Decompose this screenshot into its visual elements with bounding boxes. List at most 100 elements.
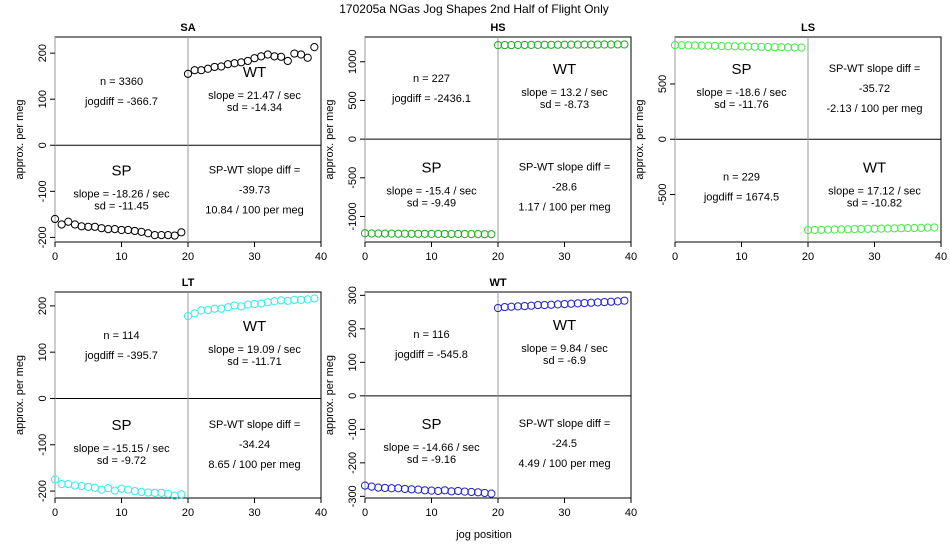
left-upper-annotation-line: n = 3360	[100, 76, 143, 88]
right-lower-annotation-line: 10.84 / 100 per meg	[205, 205, 303, 217]
data-point	[203, 64, 213, 73]
panel-ls: LS 0 10 20 30 40 -500 0 500 approx. per meg SP slop…	[634, 22, 947, 263]
left-lower-annotation-line: sd = -9.72	[97, 455, 146, 467]
y-tick-label: -500	[347, 167, 359, 189]
y-axis-label: approx. per meg	[14, 355, 26, 435]
data-point	[420, 486, 429, 495]
data-point	[360, 229, 370, 238]
right-upper-annotation-line: sd = -14.34	[227, 102, 282, 114]
data-point	[507, 40, 516, 50]
data-point	[283, 296, 292, 305]
figure-title: 170205a NGas Jog Shapes 2nd Half of Flig…	[339, 2, 609, 16]
y-tick-label: -1000	[347, 202, 359, 230]
left-upper-annotation-line: sd = -11.76	[714, 99, 769, 111]
x-tick-label: 0	[52, 251, 58, 263]
data-point	[303, 53, 312, 62]
data-point	[454, 486, 463, 496]
right-upper-annotation-line: slope = 9.84 / sec	[521, 343, 608, 355]
left-lower-annotation-line: sd = -9.49	[407, 198, 456, 210]
data-point	[243, 56, 252, 66]
data-point	[144, 488, 153, 497]
data-point	[277, 52, 286, 61]
data-point	[843, 225, 853, 234]
data-point	[923, 223, 932, 232]
y-tick-label: -200	[37, 226, 49, 248]
data-point	[290, 295, 299, 304]
data-point	[540, 300, 549, 310]
left-lower-annotation-line: slope = -15.4 / sec	[386, 186, 477, 198]
y-tick-label: -500	[657, 183, 669, 205]
data-point	[104, 484, 113, 493]
data-point	[124, 485, 133, 494]
data-point	[777, 43, 786, 52]
data-point	[197, 306, 206, 315]
data-point	[704, 41, 713, 50]
panel-hs: HS 0 10 20 30 40 -1000 -500 0 500 1000 approx. per …	[324, 22, 637, 263]
data-point	[593, 40, 602, 49]
data-point	[910, 223, 919, 233]
right-upper-annotation-line: -2.13 / 100 per meg	[826, 103, 922, 115]
data-point	[724, 42, 733, 51]
data-point	[257, 52, 266, 61]
data-point	[454, 229, 463, 239]
data-point	[810, 225, 819, 235]
y-tick-label: 200	[37, 44, 49, 62]
y-tick-label: -200	[37, 480, 49, 502]
data-point	[296, 50, 306, 59]
data-point	[684, 41, 693, 50]
data-point	[263, 298, 272, 307]
data-point	[487, 489, 496, 498]
left-upper-annotation-line: slope = -18.6 / sec	[696, 87, 787, 99]
data-point	[447, 487, 456, 496]
data-point	[70, 220, 80, 229]
data-point	[507, 302, 516, 311]
y-tick-label: -100	[347, 418, 359, 440]
data-point	[217, 62, 226, 71]
x-tick-label: 30	[868, 251, 880, 263]
right-lower-annotation-line: -24.5	[552, 438, 577, 450]
panel-title: WT	[489, 277, 506, 289]
y-tick-label: 1000	[347, 50, 359, 74]
left-lower-annotation-line: jogdiff = 1674.5	[703, 192, 779, 204]
data-point	[310, 43, 319, 52]
y-tick-label: -200	[347, 452, 359, 474]
data-point	[527, 40, 536, 49]
data-point	[573, 40, 582, 49]
x-tick-label: 0	[362, 507, 368, 519]
y-tick-label: 300	[347, 286, 359, 304]
data-point	[877, 224, 886, 233]
data-point	[427, 229, 436, 238]
right-lower-annotation-line: -28.6	[552, 182, 577, 194]
x-tick-label: 10	[425, 251, 437, 263]
data-point	[897, 224, 906, 233]
data-point	[90, 222, 100, 231]
data-point	[817, 225, 826, 234]
right-lower-annotation-line: SP-WT slope diff =	[209, 419, 301, 431]
data-point	[50, 214, 60, 224]
data-point	[600, 297, 609, 307]
data-point	[296, 295, 306, 304]
data-point	[560, 299, 569, 309]
x-tick-label: 30	[248, 251, 260, 263]
data-point	[764, 42, 773, 52]
y-tick-label: 200	[37, 297, 49, 315]
data-point	[230, 301, 239, 310]
data-point	[710, 41, 720, 50]
data-point	[84, 482, 93, 491]
data-point	[790, 43, 799, 52]
data-point	[513, 40, 523, 50]
data-point	[77, 222, 86, 231]
right-lower-annotation-line: -34.24	[239, 439, 270, 451]
data-point	[57, 480, 66, 489]
data-point	[420, 229, 429, 238]
data-point	[163, 489, 173, 498]
data-point	[380, 229, 390, 238]
y-axis-label: approx. per meg	[324, 99, 336, 179]
x-tick-label: 0	[52, 507, 58, 519]
y-tick-label: 0	[657, 136, 669, 142]
x-tick-label: 10	[115, 507, 127, 519]
data-point	[367, 482, 376, 491]
panel-title: SA	[180, 22, 195, 34]
left-lower-annotation-line: slope = -15.15 / sec	[73, 443, 170, 455]
data-point	[257, 299, 266, 308]
